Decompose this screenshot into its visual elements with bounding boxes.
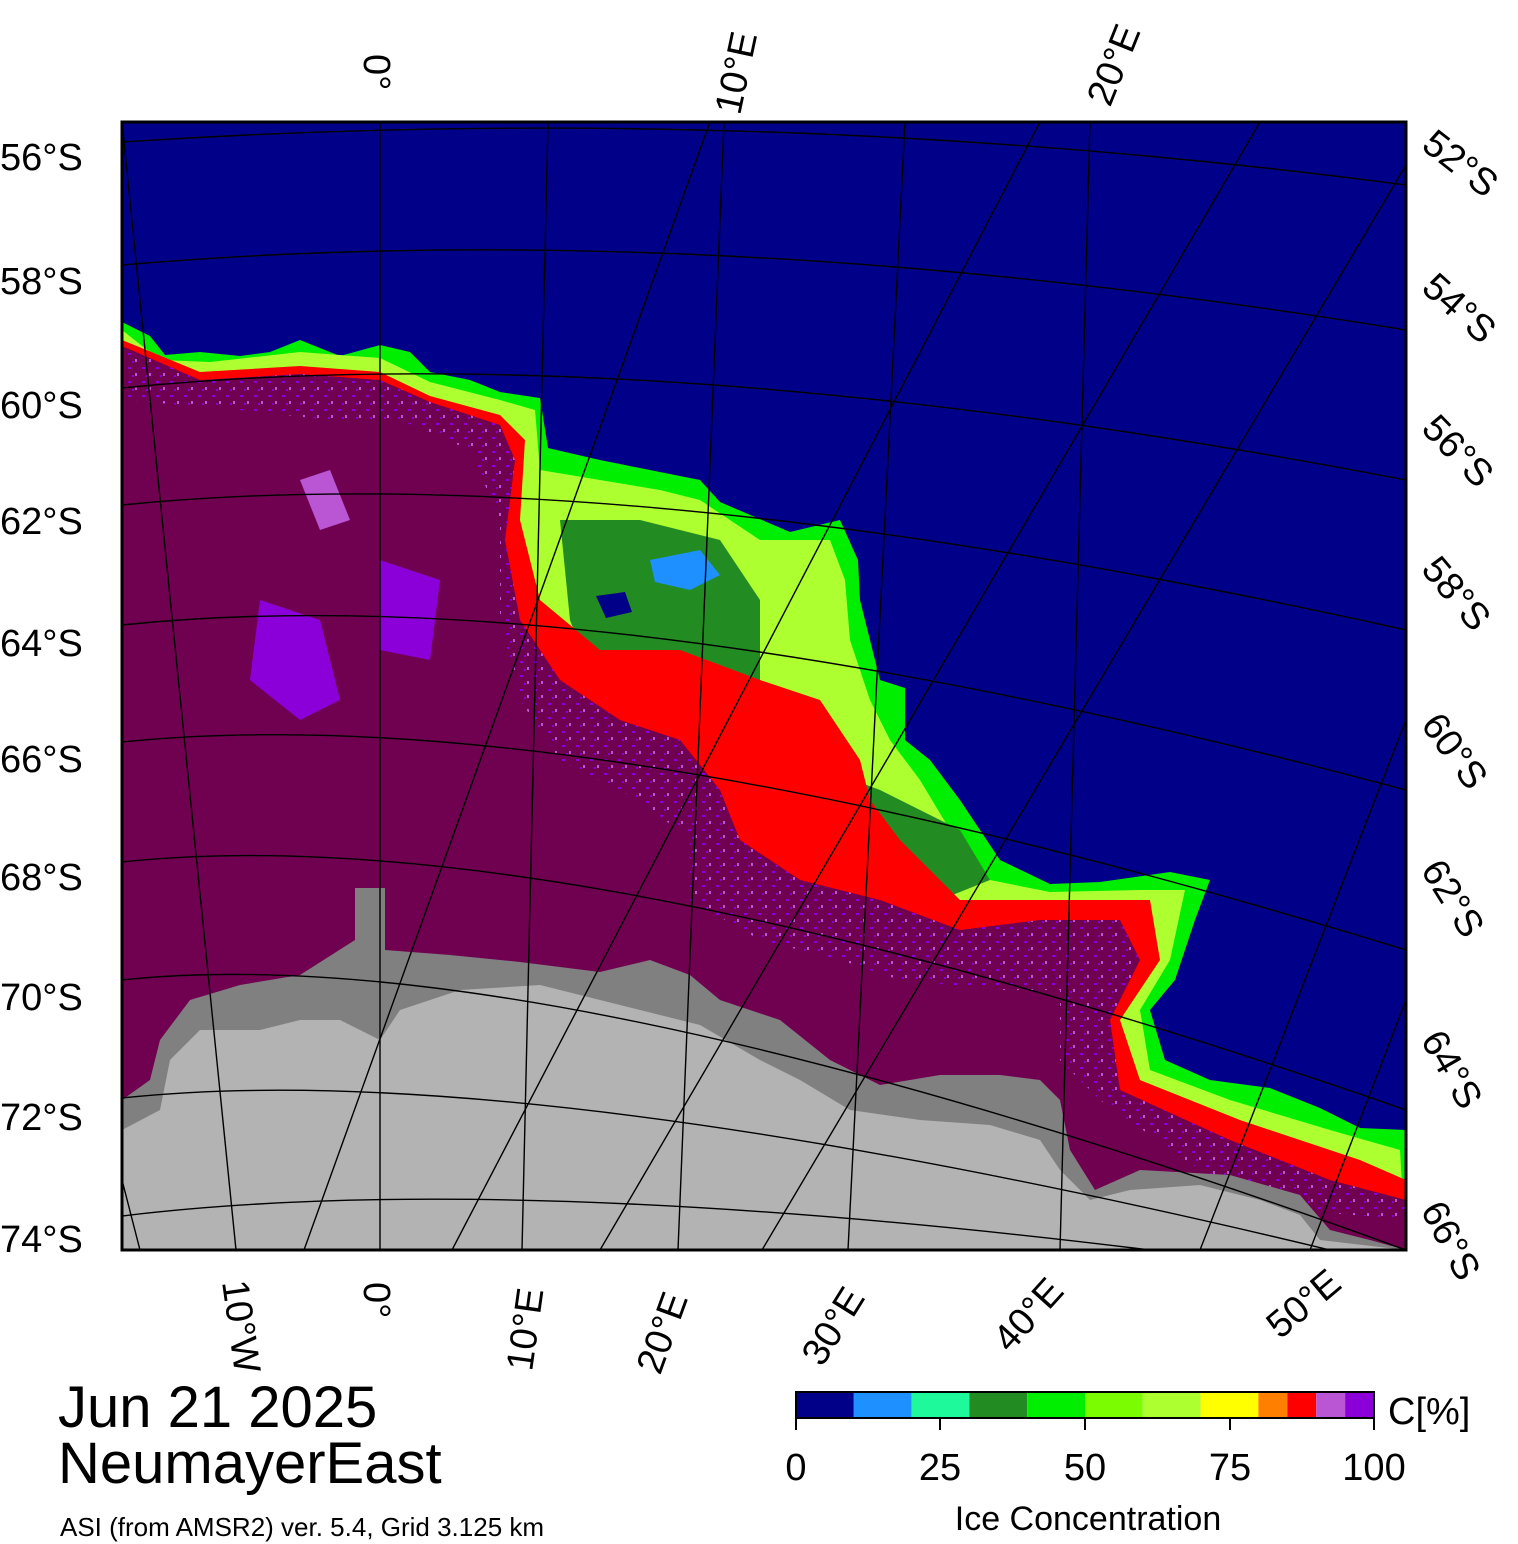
colorbar-tick-label: 25 — [919, 1447, 961, 1489]
lon-label-bottom: 30°E — [794, 1280, 874, 1372]
meridian-line — [1309, 999, 1406, 1250]
lat-label-left: 62°S — [0, 501, 83, 543]
lat-label-left: 72°S — [0, 1097, 83, 1139]
colorbar-swatch — [1142, 1392, 1201, 1418]
top-longitude-labels: 0° 10°E 20°E — [355, 19, 1149, 118]
map-frame — [120, 120, 1408, 1252]
lat-label-right: 60°S — [1413, 706, 1496, 798]
lat-label-left: 66°S — [0, 739, 83, 781]
polynya-2 — [596, 592, 632, 618]
colorbar-swatch — [911, 1392, 970, 1418]
graticule — [122, 122, 1406, 1250]
region-name: NeumayerEast — [58, 1431, 442, 1496]
colorbar-swatch — [1287, 1392, 1317, 1418]
antarctic-land — [122, 985, 1406, 1250]
lat-label-left: 70°S — [0, 977, 83, 1019]
meridian-line — [677, 122, 725, 1250]
moderate-ice-region — [560, 520, 990, 900]
colorbar-tick-label: 50 — [1064, 1447, 1106, 1489]
colorbar-title: Ice Concentration — [955, 1500, 1222, 1538]
lat-label-left: 58°S — [0, 261, 83, 303]
lat-label-left: 60°S — [0, 385, 83, 427]
ice-streak-1 — [250, 600, 340, 720]
map-area — [122, 122, 1406, 1250]
colorbar-swatch — [969, 1392, 1028, 1418]
meridian-line — [1199, 719, 1406, 1250]
colorbar-unit: C[%] — [1388, 1391, 1470, 1433]
lat-label-left: 64°S — [0, 623, 83, 665]
parallel-line — [122, 1089, 1331, 1250]
parallel-line — [122, 733, 1406, 951]
meridian-line — [451, 122, 1041, 1250]
parallel-line — [122, 1198, 1151, 1250]
lat-label-right: 62°S — [1412, 853, 1492, 945]
parallel-line — [122, 973, 1406, 1250]
colorbar-swatches — [796, 1392, 1374, 1418]
parallel-line — [122, 249, 1406, 331]
lat-label-right: 52°S — [1414, 122, 1505, 206]
colorbar: 0 25 50 75 100 C[%] Ice Concentration — [785, 1391, 1470, 1538]
lat-label-left: 68°S — [0, 857, 83, 899]
lon-label-bottom: 10°E — [499, 1285, 552, 1373]
meridian-line — [847, 122, 906, 1250]
parallel-line — [122, 614, 1406, 791]
left-latitude-labels: 56°S 58°S 60°S 62°S 64°S 66°S 68°S 70°S … — [0, 137, 83, 1261]
lat-label-left: 56°S — [0, 137, 83, 179]
lon-label-top: 20°E — [1079, 19, 1149, 112]
parallel-line — [122, 127, 1406, 186]
meridian-line — [122, 1179, 141, 1250]
bottom-longitude-labels: 10°W 0° 10°E 20°E 30°E 40°E 50°E — [213, 1261, 1349, 1379]
colorbar-tick-label: 75 — [1209, 1447, 1251, 1489]
parallel-line — [122, 493, 1406, 631]
lon-label-bottom: 20°E — [629, 1287, 697, 1379]
lon-label-top: 0° — [355, 54, 397, 90]
colorbar-ticks — [795, 1418, 1375, 1430]
ice-streak-3 — [300, 470, 350, 530]
lat-label-right: 66°S — [1412, 1195, 1488, 1288]
lat-label-left: 74°S — [0, 1219, 83, 1261]
lon-label-bottom: 0° — [355, 1282, 397, 1318]
lon-label-top: 10°E — [708, 28, 766, 118]
colorbar-tick-label: 0 — [785, 1447, 806, 1489]
meridian-line — [599, 122, 1261, 1250]
colorbar-tick-label: 100 — [1342, 1447, 1405, 1489]
lon-label-bottom: 40°E — [985, 1270, 1072, 1360]
lon-label-bottom: 10°W — [213, 1277, 268, 1375]
lon-label-bottom: 50°E — [1259, 1261, 1349, 1346]
lat-label-right: 56°S — [1414, 407, 1502, 496]
meridian-line — [1059, 122, 1091, 1250]
colorbar-swatch — [1258, 1392, 1288, 1418]
meridian-line — [303, 122, 711, 1250]
parallel-line — [122, 373, 1406, 481]
colorbar-swatch — [1200, 1392, 1259, 1418]
lat-label-right: 58°S — [1413, 549, 1498, 639]
map-date: Jun 21 2025 — [58, 1375, 378, 1440]
colorbar-swatch — [1085, 1392, 1143, 1418]
meridian-line — [761, 164, 1406, 1250]
colorbar-swatch — [1345, 1392, 1374, 1418]
colorbar-swatch — [1316, 1392, 1346, 1418]
lat-label-right: 54°S — [1414, 265, 1504, 352]
ice-streak-2 — [380, 560, 440, 660]
colorbar-swatch — [796, 1392, 854, 1418]
right-latitude-labels: 52°S 54°S 56°S 58°S 60°S 62°S 64°S 66°S — [1412, 122, 1506, 1287]
parallel-line — [122, 854, 1406, 1111]
colorbar-swatch — [853, 1392, 912, 1418]
colorbar-swatch — [1027, 1392, 1085, 1418]
meridian-line — [122, 122, 237, 1250]
polynya-1 — [650, 550, 720, 590]
data-source: ASI (from AMSR2) ver. 5.4, Grid 3.125 km — [60, 1512, 545, 1542]
meridian-line — [521, 122, 549, 1250]
lat-label-right: 64°S — [1412, 1024, 1490, 1117]
